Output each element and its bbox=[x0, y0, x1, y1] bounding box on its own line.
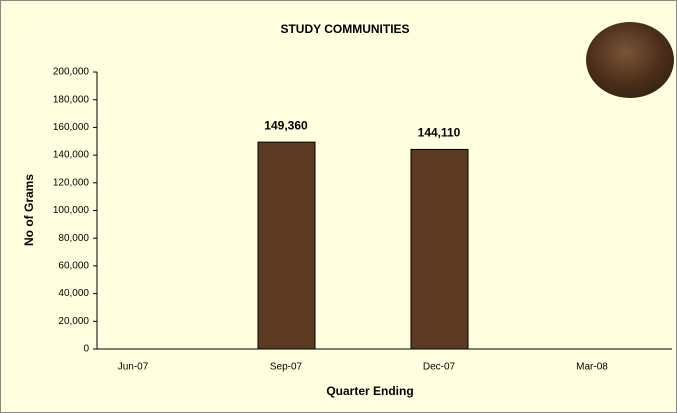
y-tick-label: 60,000 bbox=[58, 261, 89, 272]
y-tick-label: 140,000 bbox=[53, 150, 90, 161]
chart-title: STUDY COMMUNITIES bbox=[280, 22, 409, 36]
y-tick-label: 160,000 bbox=[53, 122, 90, 133]
y-tick-label: 200,000 bbox=[53, 67, 90, 78]
chart: STUDY COMMUNITIES Quarter Ending No of G… bbox=[0, 0, 677, 413]
x-tick-label: Jun-07 bbox=[118, 362, 149, 373]
x-tick-label: Sep-07 bbox=[270, 362, 303, 373]
y-tick-label: 80,000 bbox=[58, 233, 89, 244]
decorative-image bbox=[586, 22, 674, 98]
y-tick-label: 120,000 bbox=[53, 177, 90, 188]
bar bbox=[258, 142, 315, 349]
x-tick-label: Dec-07 bbox=[423, 362, 456, 373]
y-axis-title: No of Grams bbox=[22, 174, 36, 246]
y-tick-label: 180,000 bbox=[53, 94, 90, 105]
y-tick-label: 40,000 bbox=[58, 288, 89, 299]
y-tick-label: 0 bbox=[83, 344, 89, 355]
bar bbox=[411, 149, 468, 349]
data-label: 144,110 bbox=[418, 126, 461, 140]
y-tick-label: 100,000 bbox=[53, 205, 90, 216]
x-axis-title: Quarter Ending bbox=[326, 384, 413, 398]
y-tick-label: 20,000 bbox=[58, 316, 89, 327]
background bbox=[1, 1, 677, 413]
data-label: 149,360 bbox=[264, 118, 308, 132]
x-tick-label: Mar-08 bbox=[576, 362, 608, 373]
